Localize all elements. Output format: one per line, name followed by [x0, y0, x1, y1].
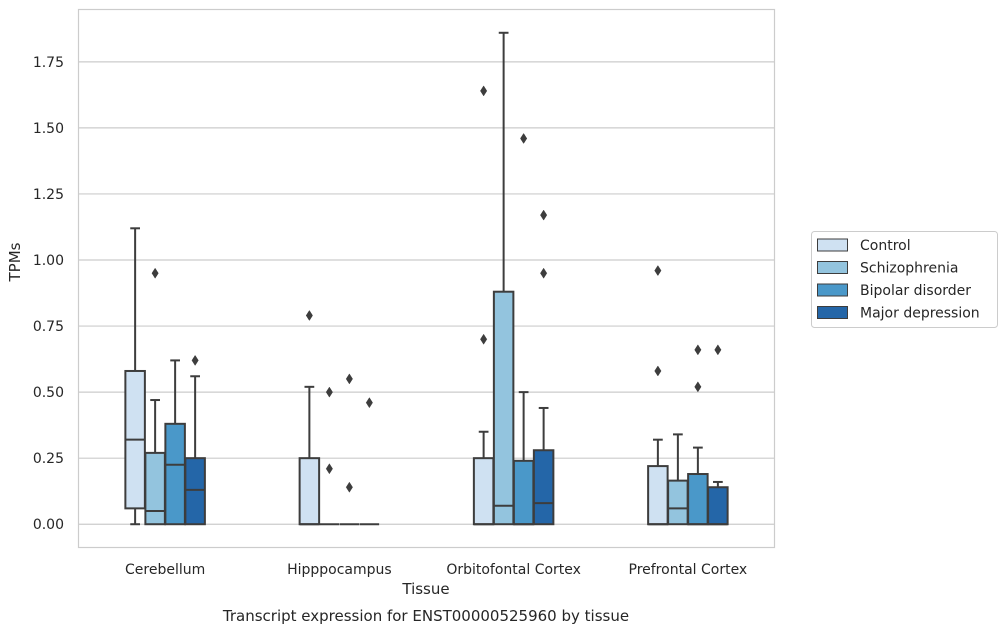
legend-label: Major depression — [860, 306, 980, 322]
box-group — [512, 133, 535, 526]
outlier-point — [714, 344, 722, 356]
x-tick-labels: Cerebellum Hipppocampus Orbitofontal Corte… — [125, 562, 747, 578]
box-group — [124, 227, 146, 526]
box — [492, 290, 515, 526]
legend-label: Control — [860, 238, 911, 254]
outlier-point — [480, 85, 488, 97]
box — [532, 449, 555, 526]
outlier-point — [325, 386, 333, 398]
legend-swatch — [817, 306, 848, 319]
outlier-point — [654, 265, 662, 277]
outlier-point — [694, 381, 702, 393]
box — [164, 422, 186, 526]
x-tick-label: Cerebellum — [125, 562, 205, 578]
y-tick-labels: 0.00 0.25 0.50 0.75 1.00 1.25 1.50 1.75 — [33, 55, 64, 533]
box-group — [667, 433, 689, 526]
x-tick-label: Prefrontal Cortex — [629, 562, 748, 578]
outlier-point — [325, 463, 333, 475]
legend: Control Schizophrenia Bipolar disorder Majo… — [811, 231, 998, 328]
box — [472, 457, 495, 526]
box-group — [164, 359, 186, 526]
y-tick-label: 1.00 — [33, 253, 64, 269]
box — [512, 459, 535, 526]
y-tick-label: 0.00 — [33, 517, 64, 533]
outlier-point — [540, 209, 548, 221]
y-axis-label: TPMs — [6, 242, 24, 282]
legend-items: Control Schizophrenia Bipolar disorder Majo… — [817, 238, 980, 322]
box — [667, 479, 689, 526]
box — [647, 465, 669, 526]
outlier-point — [345, 481, 353, 493]
outlier-point — [654, 365, 662, 377]
x-tick-label: Hipppocampus — [287, 562, 392, 578]
outlier-point — [305, 310, 313, 321]
box-group — [359, 397, 380, 526]
box — [144, 451, 166, 526]
x-axis-label: Tissue — [401, 580, 449, 598]
outlier-point — [520, 133, 528, 144]
y-tick-label: 1.50 — [33, 121, 64, 137]
box-group — [707, 344, 729, 526]
outlier-point — [151, 267, 159, 279]
legend-swatch — [817, 283, 848, 297]
box-group — [532, 209, 555, 526]
y-tick-label: 0.25 — [33, 451, 64, 467]
box-group — [319, 386, 340, 526]
box-group — [687, 344, 709, 526]
box — [298, 457, 321, 526]
box — [707, 486, 729, 526]
y-tick-label: 1.25 — [33, 187, 64, 203]
outlier-point — [480, 333, 488, 345]
box-group — [492, 31, 515, 526]
y-tick-label: 0.50 — [33, 385, 64, 401]
box-group — [184, 354, 206, 526]
chart-caption: Transcript expression for ENST0000052596… — [222, 607, 629, 625]
box — [687, 473, 709, 526]
box-group — [472, 85, 495, 526]
box — [184, 457, 206, 526]
legend-label: Bipolar disorder — [860, 283, 971, 299]
boxes-layer — [124, 31, 729, 526]
outlier-point — [694, 344, 702, 356]
legend-frame — [811, 231, 998, 328]
x-tick-label: Orbitofontal Cortex — [446, 562, 581, 578]
outlier-point — [345, 373, 353, 385]
box-group — [647, 265, 669, 526]
box-group — [144, 267, 166, 526]
legend-swatch — [817, 261, 848, 274]
outlier-point — [191, 354, 199, 366]
plot-frame — [77, 8, 776, 549]
y-tick-label: 1.75 — [33, 55, 64, 71]
y-tick-label: 0.75 — [33, 319, 64, 335]
box-group — [339, 373, 360, 526]
legend-swatch — [817, 238, 848, 252]
box-group — [298, 310, 321, 526]
legend-label: Schizophrenia — [860, 261, 958, 277]
outlier-point — [540, 267, 548, 279]
outlier-point — [365, 397, 373, 409]
